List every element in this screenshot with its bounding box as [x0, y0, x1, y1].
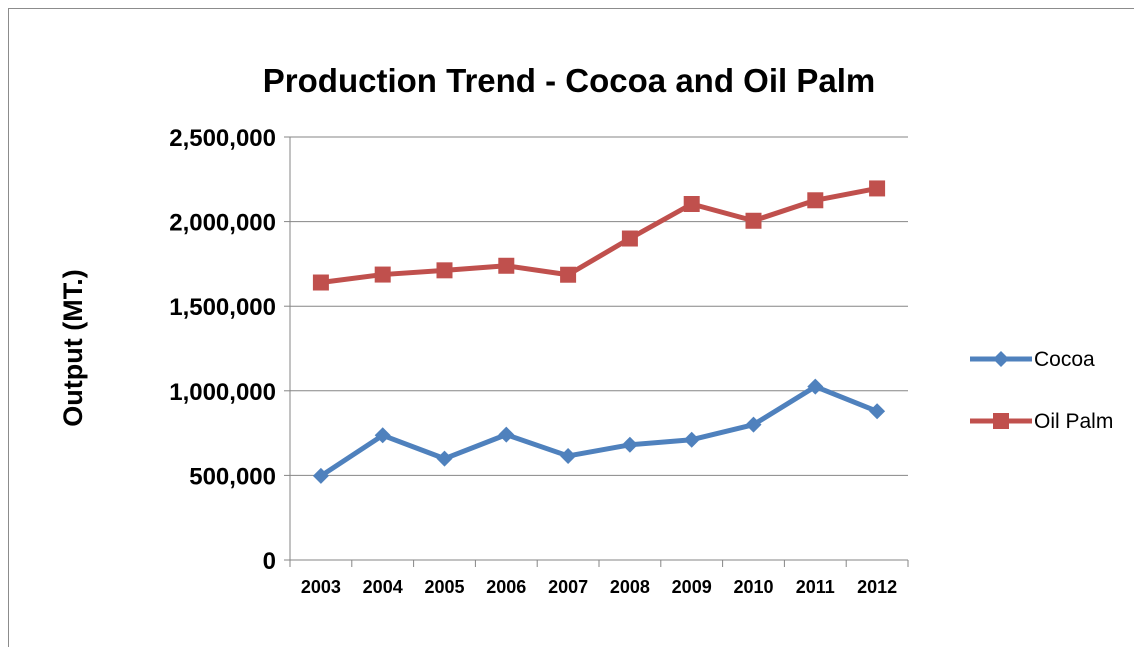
legend: Cocoa Oil Palm	[970, 348, 1113, 433]
x-tick-labels: 2003 2004 2005 2006 2007 2008 2009 2010 2011 2012	[301, 577, 897, 597]
gridlines	[290, 136, 908, 476]
data-point-cocoa	[621, 436, 638, 453]
y-tick-label: 0	[263, 548, 276, 575]
x-tick-label: 2003	[301, 577, 341, 597]
data-point-oil-palm	[560, 266, 577, 283]
x-tick-label: 2007	[548, 577, 588, 597]
chart-frame	[8, 8, 1134, 647]
legend-label-oil-palm: Oil Palm	[1034, 410, 1113, 433]
data-point-oil-palm	[745, 212, 762, 229]
y-tick-label: 2,500,000	[169, 125, 276, 152]
data-point-oil-palm	[621, 230, 638, 247]
legend-item-oil-palm: Oil Palm	[970, 410, 1113, 433]
data-point-oil-palm	[869, 180, 886, 197]
data-point-cocoa	[498, 426, 515, 443]
y-tick-labels: 0 500,000 1,000,000 1,500,000 2,000,000 2,500…	[169, 125, 276, 575]
data-point-cocoa	[374, 427, 391, 444]
data-point-cocoa	[807, 378, 824, 395]
x-tick-label: 2008	[610, 577, 650, 597]
data-point-cocoa	[683, 431, 700, 448]
data-point-cocoa	[869, 403, 886, 420]
x-tick-label: 2004	[363, 577, 403, 597]
y-tick-label: 500,000	[189, 463, 276, 490]
x-tick-label: 2011	[796, 577, 835, 597]
data-point-cocoa	[312, 467, 329, 484]
data-point-oil-palm	[374, 266, 391, 283]
data-point-oil-palm	[436, 262, 453, 279]
series	[312, 180, 886, 484]
data-point-cocoa	[436, 450, 453, 467]
data-point-cocoa	[560, 447, 577, 464]
legend-marker-cocoa	[993, 351, 1009, 367]
data-point-cocoa	[745, 416, 762, 433]
series-oil-palm	[312, 180, 886, 291]
data-point-oil-palm	[683, 196, 700, 213]
x-tick-label: 2006	[486, 577, 526, 597]
data-point-oil-palm	[498, 257, 515, 274]
series-line-oil-palm	[318, 185, 880, 286]
chart-title: Production Trend - Cocoa and Oil Palm	[263, 62, 875, 99]
legend-marker-oil-palm	[993, 413, 1009, 429]
legend-label-cocoa: Cocoa	[1034, 348, 1095, 371]
y-tick-label: 2,000,000	[169, 210, 276, 237]
data-point-oil-palm	[312, 274, 329, 291]
data-point-oil-palm	[807, 192, 824, 209]
legend-item-cocoa: Cocoa	[970, 348, 1095, 371]
axes	[284, 136, 909, 567]
x-tick-label: 2009	[672, 577, 712, 597]
series-cocoa	[312, 378, 886, 484]
y-tick-label: 1,500,000	[169, 294, 276, 321]
y-axis-title: Output (MT.)	[58, 269, 88, 426]
x-tick-label: 2010	[733, 577, 773, 597]
x-tick-label: 2012	[857, 577, 897, 597]
series-line-cocoa	[318, 384, 880, 479]
y-tick-label: 1,000,000	[169, 379, 276, 406]
x-tick-label: 2005	[424, 577, 464, 597]
